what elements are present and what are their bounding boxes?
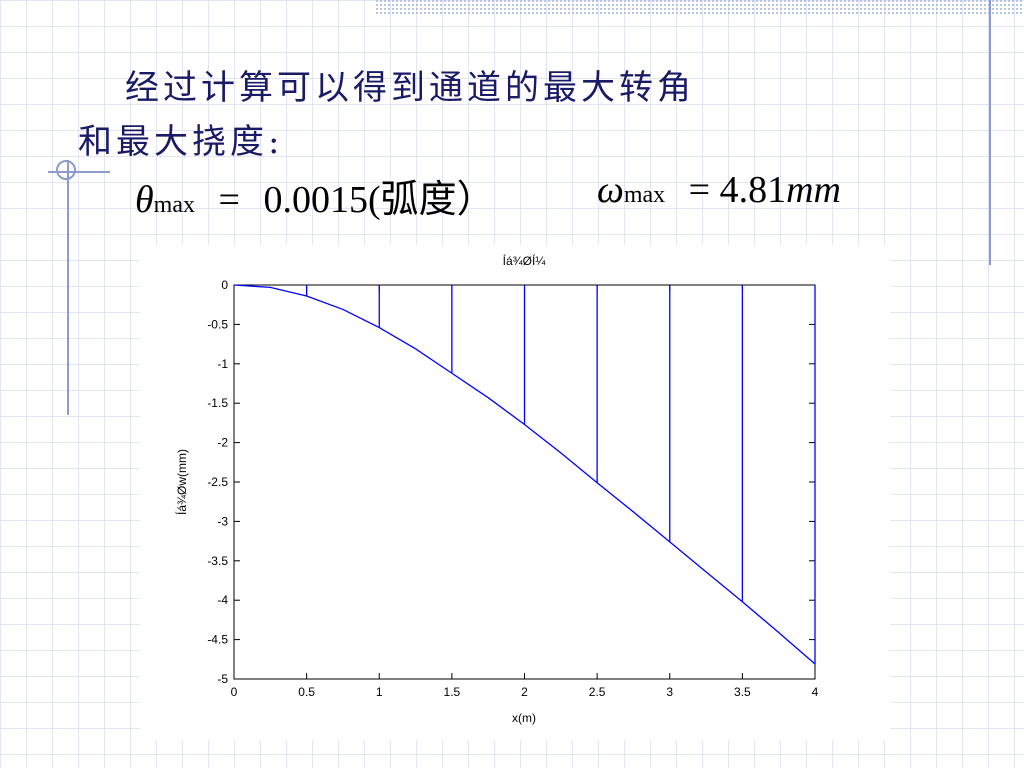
slide-text: 经过计算可以得到通道的最大转角 xyxy=(125,68,695,108)
value: 0.0015(弧度） xyxy=(263,179,495,221)
x-tick-label: 0 xyxy=(231,685,238,699)
y-tick-label: -3 xyxy=(217,514,228,528)
x-tick-label: 4 xyxy=(812,685,819,699)
y-tick-label: -4.5 xyxy=(207,633,228,647)
y-tick-label: -1 xyxy=(217,357,228,371)
x-tick-label: 3 xyxy=(666,685,673,699)
equals: = xyxy=(218,179,240,221)
x-tick-label: 1.5 xyxy=(444,685,461,699)
y-tick-label: 0 xyxy=(221,278,228,292)
y-tick-label: -4 xyxy=(217,593,228,607)
unit: mm xyxy=(786,169,841,211)
equals: = 4.81 xyxy=(688,169,787,211)
subscript: max xyxy=(153,192,195,218)
y-axis-label: Íá¾Øw(mm) xyxy=(174,449,189,515)
symbol: ω xyxy=(597,169,624,211)
y-tick-label: -5 xyxy=(217,672,228,686)
subscript: max xyxy=(623,182,666,208)
formula: θmax = 0.0015(弧度） xyxy=(135,168,495,223)
x-tick-label: 0.5 xyxy=(298,685,315,699)
y-tick-label: -2 xyxy=(217,436,228,450)
y-tick-label: -1.5 xyxy=(207,396,228,410)
chart-title: Íá¾ØÍ¼ xyxy=(503,253,547,268)
x-tick-label: 2 xyxy=(521,685,528,699)
x-tick-label: 1 xyxy=(376,685,383,699)
formula: ωmax = 4.81mm xyxy=(597,168,841,212)
y-tick-label: -2.5 xyxy=(207,475,228,489)
x-axis-label: x(m) xyxy=(512,711,536,725)
y-tick-label: -0.5 xyxy=(207,317,228,331)
x-tick-label: 3.5 xyxy=(734,685,751,699)
symbol: θ xyxy=(135,179,154,221)
y-tick-label: -3.5 xyxy=(207,554,228,568)
x-tick-label: 2.5 xyxy=(589,685,606,699)
slide-text: 和最大挠度: xyxy=(78,122,284,162)
